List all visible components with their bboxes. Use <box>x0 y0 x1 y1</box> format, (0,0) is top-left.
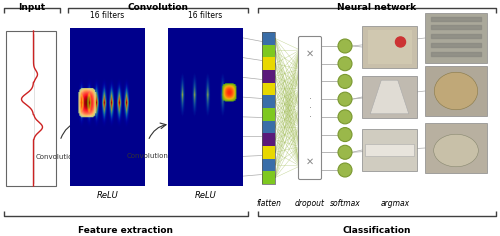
Text: ·
·
·: · · · <box>308 94 312 122</box>
Text: Convolution: Convolution <box>128 3 188 12</box>
Bar <box>262 121 275 133</box>
Text: Feature extraction: Feature extraction <box>78 226 174 235</box>
Text: ReLU: ReLU <box>194 191 216 200</box>
Bar <box>368 30 412 64</box>
Bar <box>262 146 275 159</box>
Bar <box>262 95 275 108</box>
Bar <box>262 133 275 146</box>
Circle shape <box>338 74 352 88</box>
Bar <box>362 129 417 171</box>
Circle shape <box>396 37 406 47</box>
Bar <box>262 108 275 121</box>
Text: argmax: argmax <box>380 199 410 208</box>
Text: 16 filters: 16 filters <box>90 11 124 20</box>
Ellipse shape <box>434 134 478 167</box>
Text: Classification: Classification <box>343 226 411 235</box>
Polygon shape <box>370 80 409 114</box>
Bar <box>262 171 275 184</box>
Bar <box>362 76 417 118</box>
Bar <box>362 26 417 68</box>
Bar <box>262 32 275 45</box>
Bar <box>425 123 487 173</box>
Text: 16 filters: 16 filters <box>188 11 222 20</box>
Circle shape <box>338 92 352 106</box>
Circle shape <box>338 57 352 71</box>
Bar <box>425 66 487 116</box>
Bar <box>262 45 275 57</box>
Text: dropout: dropout <box>295 199 325 208</box>
Bar <box>262 159 275 171</box>
Bar <box>365 144 414 156</box>
Text: flatten: flatten <box>256 199 281 208</box>
Text: ✕: ✕ <box>306 157 314 167</box>
Circle shape <box>338 39 352 53</box>
Text: ✕: ✕ <box>306 49 314 59</box>
Ellipse shape <box>434 72 478 110</box>
Bar <box>425 13 487 63</box>
Bar <box>262 57 275 70</box>
Circle shape <box>338 163 352 177</box>
Circle shape <box>338 145 352 159</box>
Text: softmax: softmax <box>330 199 360 208</box>
Circle shape <box>338 128 352 142</box>
Text: Convolution: Convolution <box>127 153 169 159</box>
Text: Convolution: Convolution <box>36 154 78 160</box>
Text: ReLU: ReLU <box>96 191 118 200</box>
Bar <box>262 83 275 95</box>
Circle shape <box>338 110 352 124</box>
Bar <box>6 31 56 186</box>
Bar <box>262 70 275 83</box>
Text: Input: Input <box>18 3 46 12</box>
FancyBboxPatch shape <box>298 37 322 180</box>
Bar <box>262 32 275 184</box>
Text: Neural network: Neural network <box>338 3 416 12</box>
